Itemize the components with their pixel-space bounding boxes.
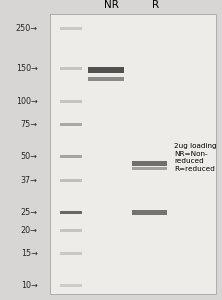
Text: 100→: 100→ xyxy=(16,97,38,106)
Text: R: R xyxy=(152,1,159,10)
Text: NR: NR xyxy=(103,1,119,10)
Text: 25→: 25→ xyxy=(21,208,38,217)
Bar xyxy=(88,67,124,73)
Text: 250→: 250→ xyxy=(16,24,38,33)
Bar xyxy=(60,27,82,30)
Text: 150→: 150→ xyxy=(16,64,38,74)
Bar xyxy=(132,210,166,214)
Bar xyxy=(132,167,166,170)
Bar xyxy=(60,211,82,214)
Bar xyxy=(60,68,82,70)
Text: 15→: 15→ xyxy=(21,249,38,258)
Text: 2ug loading
NR=Non-
reduced
R=reduced: 2ug loading NR=Non- reduced R=reduced xyxy=(174,143,217,172)
Bar xyxy=(60,179,82,182)
Text: 20→: 20→ xyxy=(21,226,38,235)
Bar xyxy=(88,77,124,81)
Text: 75→: 75→ xyxy=(21,120,38,129)
Bar xyxy=(60,100,82,103)
Bar xyxy=(50,14,216,294)
Bar xyxy=(132,161,166,166)
Bar xyxy=(60,229,82,232)
Text: 37→: 37→ xyxy=(21,176,38,185)
Bar xyxy=(60,155,82,158)
Text: 50→: 50→ xyxy=(21,152,38,161)
Text: 10→: 10→ xyxy=(21,281,38,290)
Bar xyxy=(60,252,82,255)
Bar xyxy=(60,123,82,126)
Bar xyxy=(60,284,82,287)
